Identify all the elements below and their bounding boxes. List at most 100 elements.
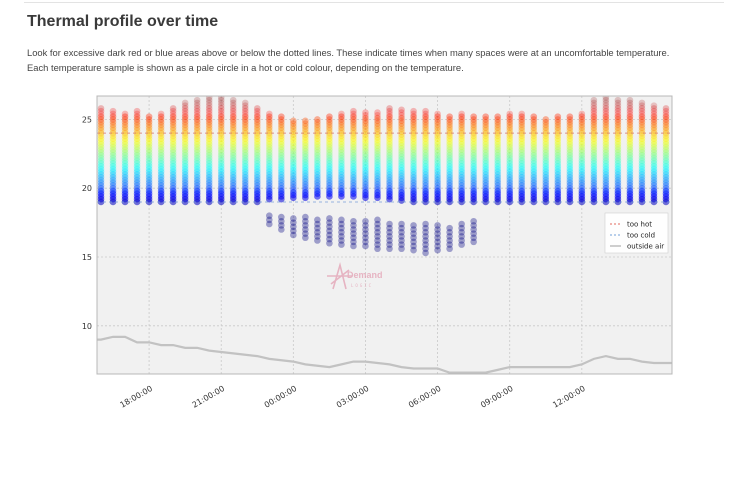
sample-point — [458, 224, 465, 232]
y-tick-label: 20 — [82, 184, 92, 193]
sample-point — [133, 116, 141, 123]
sample-point — [650, 135, 658, 142]
sample-point — [614, 176, 622, 184]
sample-point — [638, 105, 646, 112]
sample-point — [518, 187, 526, 195]
sample-point — [169, 179, 177, 187]
sample-point — [350, 116, 357, 123]
sample-point — [602, 96, 610, 101]
sample-point — [314, 121, 321, 129]
sample-point — [386, 124, 393, 131]
x-tick-label: 18:00:00 — [118, 384, 154, 410]
sample-point — [253, 107, 261, 115]
sample-point — [290, 120, 297, 127]
sample-point — [650, 154, 658, 162]
sample-point — [398, 142, 405, 149]
sample-point — [626, 165, 634, 173]
sample-point — [506, 168, 514, 175]
sample-point — [109, 187, 117, 195]
sample-point — [578, 157, 586, 164]
sample-point — [302, 167, 309, 174]
sample-point — [410, 116, 417, 123]
sample-point — [314, 187, 321, 195]
sample-point — [157, 168, 165, 175]
sample-point — [241, 113, 249, 120]
sample-point — [157, 124, 165, 131]
sample-point — [518, 143, 526, 151]
sample-point — [97, 171, 105, 178]
sample-point — [566, 143, 574, 151]
sample-point — [566, 127, 574, 134]
sample-point — [253, 151, 261, 159]
sample-point — [458, 179, 465, 187]
sample-point — [205, 102, 213, 109]
sample-point — [470, 162, 477, 170]
sample-point — [578, 171, 586, 178]
sample-point — [470, 124, 477, 131]
sample-point — [97, 162, 105, 170]
sample-point — [530, 149, 538, 156]
sample-point — [265, 110, 273, 118]
sample-point — [121, 143, 129, 151]
sample-point — [157, 135, 165, 142]
sample-point — [422, 151, 429, 159]
sample-point — [241, 157, 249, 164]
sample-point — [109, 118, 117, 126]
sample-point — [362, 238, 369, 246]
sample-point — [121, 121, 129, 129]
sample-point — [626, 171, 634, 178]
sample-point — [446, 135, 453, 142]
sample-point — [181, 110, 189, 118]
sample-point — [662, 173, 670, 181]
sample-point — [217, 151, 225, 159]
sample-point — [338, 113, 345, 120]
sample-point — [278, 127, 285, 134]
sample-point — [638, 110, 646, 118]
sample-point — [314, 151, 321, 159]
sample-point — [602, 105, 610, 112]
sample-point — [97, 118, 105, 126]
sample-point — [350, 165, 357, 173]
sample-point — [374, 156, 381, 163]
sample-point — [458, 146, 465, 153]
sample-point — [205, 168, 213, 175]
sample-point — [506, 140, 514, 148]
sample-point — [410, 138, 417, 145]
sample-point — [109, 143, 117, 151]
sample-point — [350, 143, 357, 151]
sample-point — [530, 116, 538, 123]
sample-point — [181, 121, 189, 129]
sample-point — [578, 154, 586, 162]
sample-point — [650, 107, 658, 115]
sample-point — [482, 165, 489, 173]
sample-point — [338, 182, 345, 189]
sample-point — [506, 121, 514, 129]
sample-point — [314, 116, 321, 123]
sample-point — [290, 167, 297, 174]
sample-point — [97, 184, 105, 192]
sample-point — [121, 168, 129, 175]
x-tick-label: 12:00:00 — [551, 384, 587, 410]
sample-point — [566, 116, 574, 123]
sample-point — [253, 179, 261, 187]
sample-point — [229, 173, 237, 181]
sample-point — [542, 171, 550, 178]
sample-point — [169, 124, 177, 131]
sample-point — [494, 146, 501, 153]
sample-point — [410, 179, 417, 187]
sample-point — [626, 121, 634, 129]
sample-point — [229, 118, 237, 126]
sample-point — [181, 184, 189, 192]
scatter-points — [97, 96, 670, 257]
sample-point — [326, 187, 333, 195]
sample-point — [241, 99, 249, 107]
sample-point — [566, 154, 574, 162]
sample-point — [494, 184, 501, 192]
sample-point — [626, 140, 634, 148]
sample-point — [326, 173, 333, 181]
sample-point — [181, 118, 189, 126]
sample-point — [374, 117, 381, 125]
sample-point — [470, 217, 477, 225]
sample-point — [253, 129, 261, 137]
sample-point — [530, 124, 538, 131]
